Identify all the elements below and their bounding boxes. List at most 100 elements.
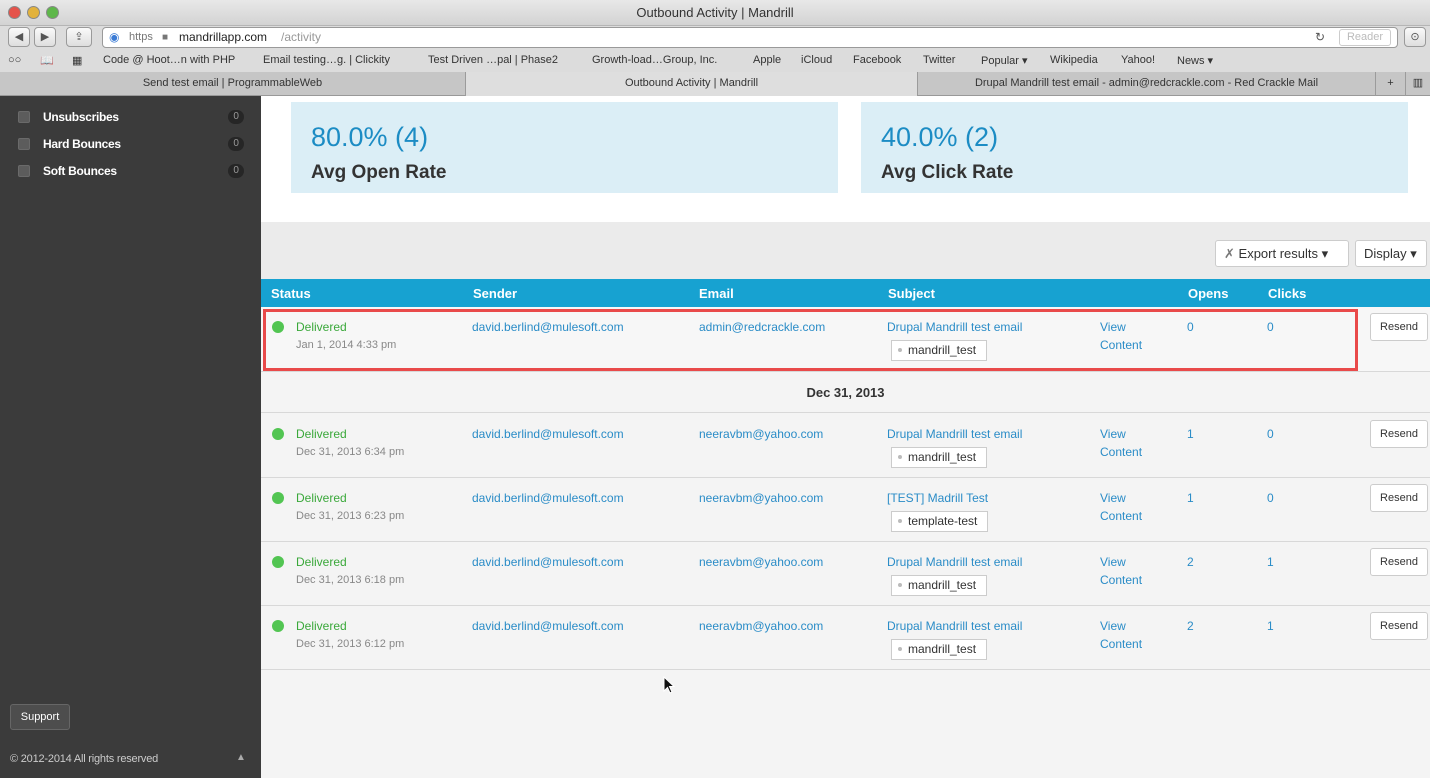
bookmark-item[interactable]: Facebook: [853, 54, 902, 66]
tab-programmableweb[interactable]: Send test email | ProgrammableWeb: [0, 72, 466, 96]
header-clicks[interactable]: Clicks: [1268, 286, 1307, 301]
header-subject[interactable]: Subject: [888, 286, 935, 301]
view-content-link[interactable]: View: [1100, 555, 1126, 569]
date-separator: Dec 31, 2013: [261, 372, 1430, 413]
zoom-window-icon[interactable]: [46, 6, 59, 19]
bookmark-item[interactable]: Twitter: [923, 54, 956, 66]
table-row: Delivered Jan 1, 2014 4:33 pm david.berl…: [261, 307, 1430, 372]
open-rate-value: 80.0% (4): [311, 122, 429, 152]
bookmark-item[interactable]: Popular ▾: [981, 55, 1028, 67]
checkbox[interactable]: [18, 111, 30, 123]
email-link[interactable]: neeravbm@yahoo.com: [699, 491, 824, 505]
forward-button[interactable]: ▶: [34, 27, 56, 47]
sender-link[interactable]: david.berlind@mulesoft.com: [472, 491, 624, 505]
status-dot-icon: [272, 492, 284, 504]
filter-soft-bounces[interactable]: Soft Bounces 0: [18, 162, 246, 182]
subject-link[interactable]: Drupal Mandrill test email: [887, 320, 1023, 334]
tag-badge[interactable]: mandrill_test: [891, 639, 988, 660]
tag-badge[interactable]: template-test: [891, 511, 989, 532]
resend-button[interactable]: Resend: [1370, 484, 1428, 512]
bookmark-item[interactable]: Wikipedia: [1050, 54, 1098, 66]
view-content-link[interactable]: View: [1100, 320, 1126, 334]
top-sites-icon[interactable]: ▦: [72, 55, 83, 67]
subject-link[interactable]: Drupal Mandrill test email: [887, 619, 1023, 633]
view-content-link[interactable]: View: [1100, 427, 1126, 441]
new-tab-button[interactable]: +: [1376, 72, 1406, 96]
view-content-link[interactable]: Content: [1100, 509, 1143, 523]
opens-count[interactable]: 0: [1187, 320, 1194, 334]
header-opens[interactable]: Opens: [1188, 286, 1229, 301]
view-content-link[interactable]: Content: [1100, 573, 1143, 587]
email-link[interactable]: neeravbm@yahoo.com: [699, 427, 824, 441]
resend-button[interactable]: Resend: [1370, 420, 1428, 448]
view-content-link[interactable]: Content: [1100, 445, 1143, 459]
reading-list-icon[interactable]: ○○: [8, 54, 22, 66]
display-button[interactable]: Display ▾: [1355, 240, 1427, 267]
tab-mandrill-activity[interactable]: Outbound Activity | Mandrill: [466, 72, 918, 96]
opens-count[interactable]: 2: [1187, 619, 1194, 633]
bookmark-item[interactable]: Code @ Hoot…n with PHP: [103, 54, 236, 66]
bookmark-item[interactable]: Email testing…g. | Clickity: [263, 54, 390, 66]
clicks-count[interactable]: 1: [1267, 619, 1274, 633]
sender-link[interactable]: david.berlind@mulesoft.com: [472, 427, 624, 441]
clicks-count[interactable]: 1: [1267, 555, 1274, 569]
header-email[interactable]: Email: [699, 286, 734, 301]
minimize-window-icon[interactable]: [27, 6, 40, 19]
clicks-count[interactable]: 0: [1267, 491, 1274, 505]
status-dot-icon: [272, 620, 284, 632]
opens-count[interactable]: 1: [1187, 427, 1194, 441]
tag-badge[interactable]: mandrill_test: [891, 447, 988, 468]
export-results-button[interactable]: ✗ Export results ▾: [1215, 240, 1349, 267]
sender-link[interactable]: david.berlind@mulesoft.com: [472, 619, 624, 633]
view-content-link[interactable]: Content: [1100, 338, 1143, 352]
sender-link[interactable]: david.berlind@mulesoft.com: [472, 555, 624, 569]
downloads-button[interactable]: ⊙: [1404, 27, 1426, 47]
resend-button[interactable]: Resend: [1370, 612, 1428, 640]
reader-button[interactable]: Reader: [1339, 29, 1391, 46]
filter-hard-bounces[interactable]: Hard Bounces 0: [18, 135, 246, 155]
tab-overview-icon[interactable]: ▥: [1412, 77, 1424, 89]
email-link[interactable]: neeravbm@yahoo.com: [699, 619, 824, 633]
subject-link[interactable]: [TEST] Madrill Test: [887, 491, 989, 505]
reload-icon[interactable]: ↻: [1315, 30, 1326, 44]
tag-badge[interactable]: mandrill_test: [891, 340, 988, 361]
bookmarks-icon[interactable]: 📖: [40, 55, 54, 67]
filter-unsubscribes[interactable]: Unsubscribes 0: [18, 108, 246, 128]
header-sender[interactable]: Sender: [473, 286, 518, 301]
bookmark-item[interactable]: Growth-load…Group, Inc.: [592, 54, 718, 66]
resend-button[interactable]: Resend: [1370, 313, 1428, 341]
view-content-link[interactable]: View: [1100, 619, 1126, 633]
tab-red-crackle-mail[interactable]: Drupal Mandrill test email - admin@redcr…: [918, 72, 1376, 96]
clicks-count[interactable]: 0: [1267, 320, 1274, 334]
support-button[interactable]: Support: [10, 704, 70, 730]
subject-link[interactable]: Drupal Mandrill test email: [887, 555, 1023, 569]
checkbox[interactable]: [18, 165, 30, 177]
count-badge: 0: [228, 110, 244, 124]
bookmark-item[interactable]: News ▾: [1177, 55, 1214, 67]
back-button[interactable]: ◀: [8, 27, 30, 47]
checkbox[interactable]: [18, 138, 30, 150]
subject-link[interactable]: Drupal Mandrill test email: [887, 427, 1023, 441]
sender-link[interactable]: david.berlind@mulesoft.com: [472, 320, 624, 334]
header-status[interactable]: Status: [271, 286, 311, 301]
sent-date: Dec 31, 2013 6:12 pm: [296, 638, 405, 650]
bookmark-item[interactable]: Apple: [753, 54, 782, 66]
close-window-icon[interactable]: [8, 6, 21, 19]
view-content-link[interactable]: View: [1100, 491, 1126, 505]
opens-count[interactable]: 2: [1187, 555, 1194, 569]
address-bar[interactable]: ◉ https ■ mandrillapp.com /activity ↻ Re…: [102, 27, 1398, 48]
bookmark-item[interactable]: Test Driven …pal | Phase2: [428, 54, 559, 66]
opens-count[interactable]: 1: [1187, 491, 1194, 505]
share-button[interactable]: ⇪: [66, 27, 92, 47]
sent-date: Dec 31, 2013 6:23 pm: [296, 510, 405, 522]
email-link[interactable]: neeravbm@yahoo.com: [699, 555, 824, 569]
bookmark-item[interactable]: iCloud: [801, 54, 833, 66]
chevron-up-icon[interactable]: ▲: [236, 752, 246, 763]
click-rate-box: 40.0% (2) Avg Click Rate: [861, 102, 1408, 193]
tag-badge[interactable]: mandrill_test: [891, 575, 988, 596]
bookmark-item[interactable]: Yahoo!: [1121, 54, 1156, 66]
resend-button[interactable]: Resend: [1370, 548, 1428, 576]
email-link[interactable]: admin@redcrackle.com: [699, 320, 826, 334]
view-content-link[interactable]: Content: [1100, 637, 1143, 651]
clicks-count[interactable]: 0: [1267, 427, 1274, 441]
